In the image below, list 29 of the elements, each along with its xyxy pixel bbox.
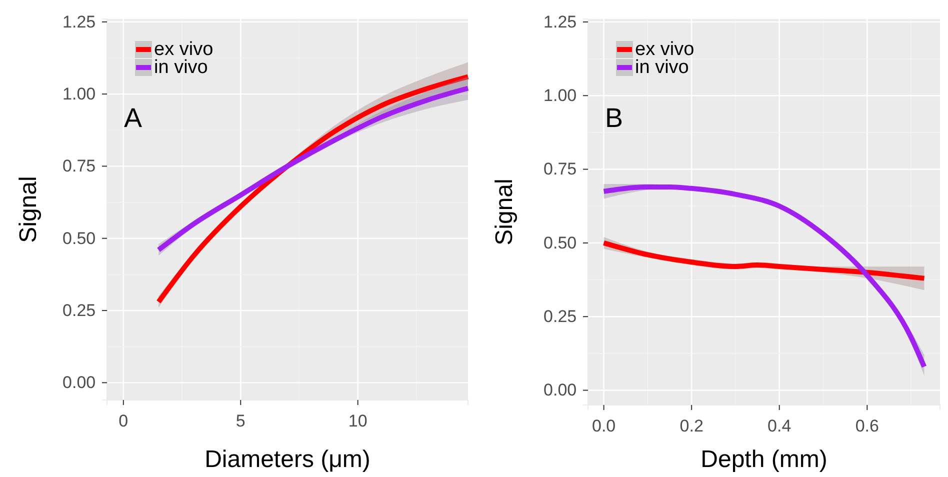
x-axis-title: Diameters (μm) [204, 446, 370, 473]
y-tick-label: 0.75 [62, 156, 96, 176]
y-tick-label: 0.25 [62, 300, 96, 320]
x-tick-label: 0.2 [680, 416, 704, 436]
x-tick-label: 10 [348, 412, 368, 431]
legend-label: ex vivo [154, 39, 214, 60]
annotation: A [124, 103, 142, 133]
x-tick-label: 0.6 [855, 416, 879, 436]
y-tick-label: 0.50 [544, 233, 577, 252]
legend-label: in vivo [154, 57, 208, 78]
y-axis-title: Signal [491, 178, 518, 246]
x-tick-label: 0.0 [592, 416, 616, 436]
y-tick-label: 0.00 [544, 380, 577, 400]
x-tick-label: 0.4 [768, 416, 792, 436]
x-tick-label: 5 [236, 412, 246, 431]
x-tick-label: 0 [118, 412, 128, 431]
x-axis-title: Depth (mm) [700, 446, 828, 473]
y-tick-label: 1.25 [544, 12, 577, 32]
y-tick-label: 0.25 [544, 307, 577, 326]
y-tick-label: 0.75 [544, 160, 577, 179]
y-tick-label: 0.00 [62, 373, 96, 392]
legend-label: in vivo [635, 57, 689, 78]
y-tick-label: 1.00 [62, 84, 96, 104]
legend-label: ex vivo [635, 39, 694, 60]
y-tick-label: 1.25 [62, 12, 96, 32]
y-tick-label: 1.00 [544, 86, 577, 106]
y-axis-title: Signal [15, 176, 42, 243]
y-tick-label: 0.50 [62, 228, 96, 248]
annotation: B [605, 103, 624, 133]
